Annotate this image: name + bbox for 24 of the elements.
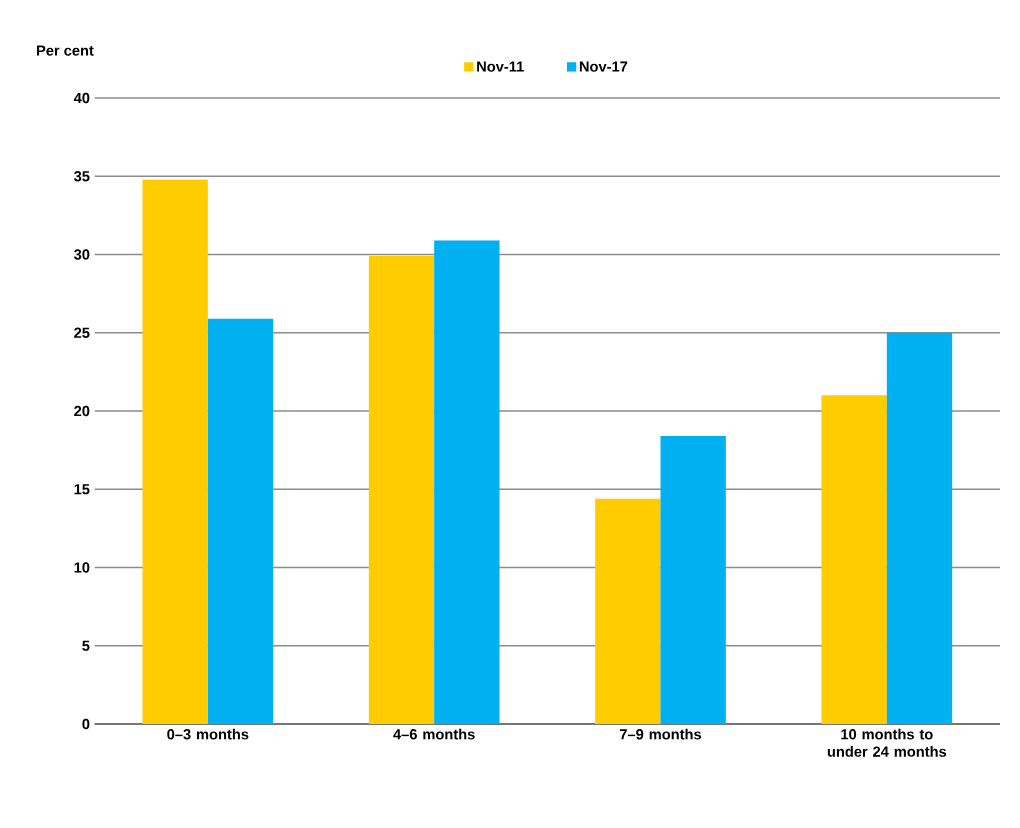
y-tick-label: 5 [82, 640, 90, 651]
bar [660, 436, 726, 724]
y-tick-label: 25 [74, 327, 90, 338]
x-tick-label: 7–9 months [619, 728, 702, 740]
bar [595, 498, 661, 724]
y-tick-label: 30 [73, 249, 90, 260]
x-tick-label: 0–3 months [167, 728, 249, 740]
bar [886, 332, 953, 724]
y-tick-label: 40 [73, 92, 90, 104]
y-tick-label: 20 [74, 405, 90, 417]
bar [368, 256, 435, 724]
bar [207, 318, 274, 724]
legend-label: Nov-17 [579, 61, 628, 72]
bar [434, 240, 500, 724]
bar [821, 395, 887, 724]
x-tick-label: 10 months to under 24 months [827, 728, 947, 757]
y-tick-label: 35 [73, 171, 90, 182]
y-tick-label: 0 [82, 718, 90, 730]
legend-label: Nov-11 [477, 61, 524, 72]
y-axis-title: Per cent [36, 45, 94, 56]
y-tick-label: 10 [74, 562, 90, 573]
y-tick-label: 15 [74, 484, 90, 495]
bar [142, 179, 208, 724]
x-tick-label: 4–6 months [393, 728, 475, 740]
